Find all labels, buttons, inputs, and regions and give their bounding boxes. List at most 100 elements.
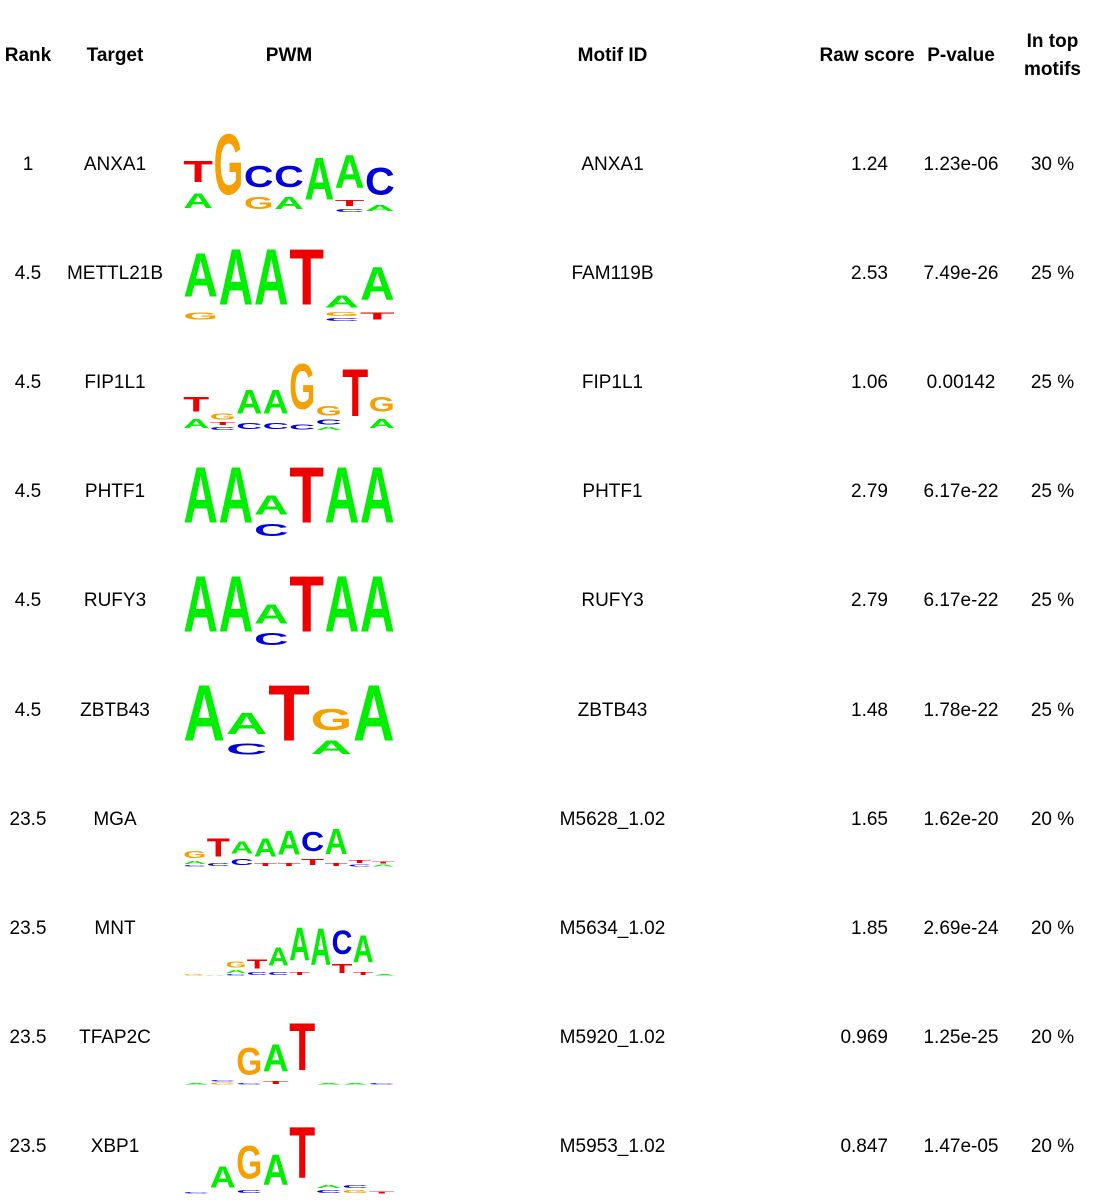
raw-score-cell: 2.53	[851, 263, 888, 284]
logo-letter-c: C	[342, 1184, 368, 1189]
logo-letter-c: C	[183, 1192, 209, 1194]
target-cell: TFAP2C	[79, 1027, 151, 1048]
logo-letter-a: A	[236, 383, 262, 421]
rank-cell: 4.5	[14, 700, 42, 721]
logo-letter-a: A	[325, 822, 348, 862]
logo-letter-a: A	[183, 417, 209, 431]
logo-letter-c: C	[316, 419, 342, 426]
logo-letter-a: A	[353, 928, 374, 971]
motif-id-cell: RUFY3	[581, 590, 644, 611]
motif-id-cell: ZBTB43	[577, 700, 648, 721]
p-value-cell: 1.47e-05	[923, 1136, 999, 1157]
logo-letter-a: A	[360, 559, 395, 649]
target-cell: RUFY3	[83, 590, 147, 611]
logo-letter-a: A	[254, 232, 289, 322]
logo-letter-t: T	[369, 1191, 395, 1194]
logo-letter-c: C	[236, 421, 262, 431]
in-top-cell: 25 %	[1030, 263, 1075, 284]
in-top-cell: 20 %	[1030, 809, 1075, 830]
logo-letter-t: T	[210, 421, 237, 426]
logo-letter-t: T	[332, 962, 353, 976]
p-value-cell: 1.25e-25	[923, 1027, 999, 1048]
raw-score-cell: 0.969	[840, 1027, 888, 1048]
p-value-cell: 1.78e-22	[923, 700, 999, 721]
logo-letter-a: A	[183, 668, 225, 757]
logo-letter-g: G	[244, 194, 274, 213]
p-value-cell: 2.69e-24	[923, 918, 999, 939]
logo-letter-a: A	[219, 450, 254, 540]
raw-score-cell: 1.65	[851, 809, 888, 830]
logo-letter-a: A	[360, 258, 395, 311]
logo-letter-a: A	[374, 974, 395, 976]
logo-letter-c: C	[254, 629, 289, 649]
motif-id-cell: FAM119B	[571, 263, 654, 284]
logo-letter-g: G	[183, 974, 204, 976]
logo-letter-t: T	[254, 862, 278, 867]
in-top-cell: 20 %	[1030, 1136, 1075, 1157]
header-p-value: P-value	[927, 45, 995, 66]
in-top-cell: 20 %	[1030, 1027, 1075, 1048]
motif-id-cell: FIP1L1	[581, 372, 644, 393]
logo-letter-a: A	[289, 918, 310, 971]
rank-cell: 4.5	[14, 372, 42, 393]
logo-letter-c: C	[316, 1189, 342, 1194]
pwm-logo-svg: A CA T AG A	[183, 668, 394, 758]
logo-letter-g: G	[369, 392, 395, 416]
rank-cell: 23.5	[9, 918, 47, 939]
motif-id-cell: M5953_1.02	[559, 1136, 666, 1157]
logo-letter-a: A	[360, 450, 395, 540]
logo-letter-a: A	[263, 1036, 289, 1080]
in-top-cell: 20 %	[1030, 918, 1075, 939]
logo-letter-g: G	[210, 412, 236, 422]
header-pwm: PWM	[265, 45, 313, 66]
logo-letter-c: C	[365, 161, 395, 204]
in-top-cell: 30 %	[1030, 154, 1075, 175]
logo-letter-a: A	[263, 383, 289, 421]
logo-letter-g: G	[236, 1136, 262, 1189]
target-cell: XBP1	[90, 1136, 140, 1157]
logo-letter-a: A	[365, 204, 395, 214]
p-value-cell: 0.00142	[926, 372, 996, 393]
logo-letter-t: T	[325, 862, 349, 867]
logo-letter-g: G	[214, 116, 244, 213]
logo-letter-g: G	[316, 403, 342, 418]
pwm-logo-svg: A A CA T A A	[183, 450, 395, 540]
logo-letter-a: A	[226, 706, 268, 740]
motif-id-cell: M5628_1.02	[559, 809, 666, 830]
logo-letter-a: A	[316, 426, 342, 431]
logo-letter-g: G	[325, 311, 360, 317]
header-in-top-line2: motifs	[1024, 59, 1081, 80]
logo-letter-t: T	[360, 310, 395, 322]
logo-letter-c: C	[236, 1189, 262, 1194]
target-cell: MGA	[93, 809, 137, 830]
header-in-top-motifs: In top motifs	[1010, 28, 1095, 84]
logo-letter-a: A	[183, 860, 206, 865]
raw-score-cell: 1.48	[851, 700, 888, 721]
rank-cell: 4.5	[14, 481, 42, 502]
logo-letter-a: A	[372, 864, 395, 867]
logo-letter-a: A	[316, 1184, 342, 1189]
raw-score-cell: 2.79	[851, 590, 888, 611]
logo-letter-t: T	[289, 971, 310, 976]
logo-letter-a: A	[335, 146, 365, 198]
logo-letter-c: C	[289, 424, 315, 431]
logo-letter-t: T	[289, 232, 324, 322]
raw-score-cell: 1.85	[851, 918, 888, 939]
target-cell: ZBTB43	[80, 700, 150, 721]
logo-letter-a: A	[263, 1146, 289, 1194]
logo-letter-g: G	[236, 1039, 262, 1083]
